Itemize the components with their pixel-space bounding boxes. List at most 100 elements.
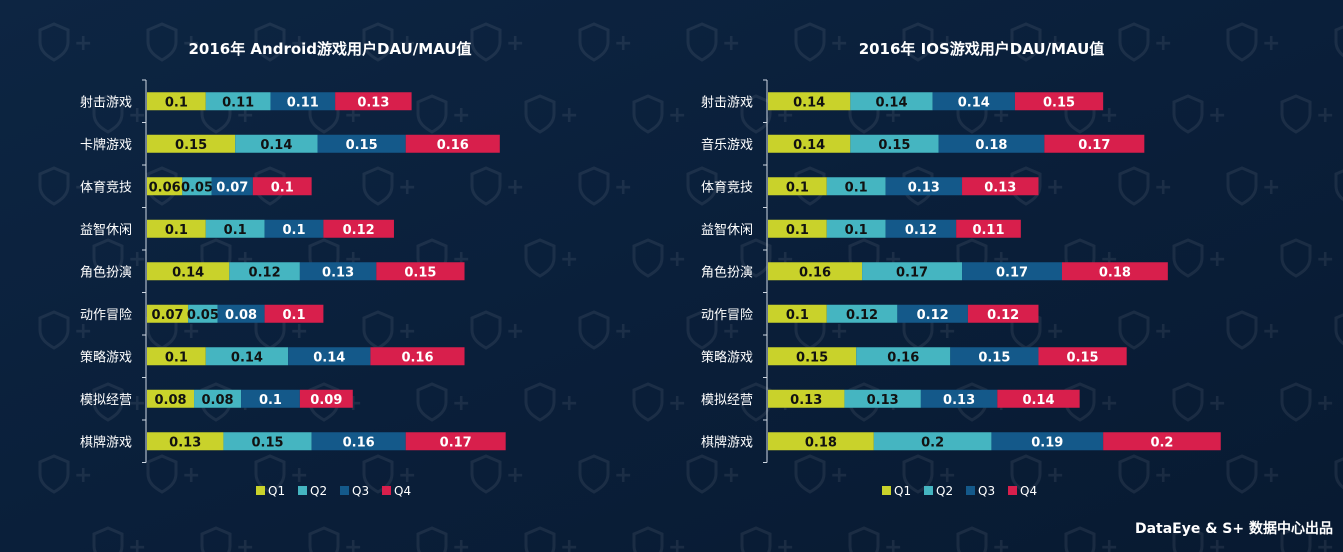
android-bar-q2 <box>182 177 212 196</box>
ios-data-label: 0.15 <box>978 350 1010 365</box>
android-chart-panel: 2016年 Android游戏用户DAU/MAU值 射击游戏 0.1 0.11 0.1… <box>0 0 660 552</box>
svg-text:+: + <box>1100 535 1118 552</box>
android-data-label: 0.1 <box>282 223 305 238</box>
svg-text:+: + <box>1046 463 1064 488</box>
svg-text:+: + <box>128 391 146 416</box>
svg-text:+: + <box>128 535 146 552</box>
ios-category-label: 体育竞技 <box>701 179 753 195</box>
android-bar-q3 <box>317 134 406 153</box>
svg-text:+: + <box>398 319 416 344</box>
ios-bar-q2 <box>826 177 886 196</box>
ios-data-label: 0.17 <box>996 265 1028 280</box>
ios-bar-q1 <box>768 304 827 323</box>
svg-text:+: + <box>506 463 524 488</box>
android-bar-q2 <box>223 432 312 451</box>
ios-data-label: 0.18 <box>1099 265 1131 280</box>
android-bar-q1 <box>147 219 206 238</box>
ios-bar-q3 <box>885 219 957 238</box>
android-data-label: 0.14 <box>231 350 263 365</box>
android-bar-q4 <box>323 219 394 238</box>
android-bar-q1 <box>147 389 195 408</box>
ios-bar-q3 <box>932 92 1015 111</box>
ios-bar-q4 <box>997 389 1080 408</box>
ios-data-label: 0.13 <box>908 180 940 195</box>
svg-text:+: + <box>560 247 578 272</box>
ios-category-label: 策略游戏 <box>701 349 753 365</box>
ios-legend-swatch-q1 <box>882 486 891 495</box>
svg-text:+: + <box>1262 463 1280 488</box>
ios-data-label: 0.14 <box>875 95 907 110</box>
svg-text:+: + <box>668 247 686 272</box>
android-bar-q1 <box>147 304 189 323</box>
android-legend-label-q2: Q2 <box>310 484 327 498</box>
ios-bar-q4 <box>956 219 1021 238</box>
svg-text:+: + <box>884 535 902 552</box>
android-category-label: 射击游戏 <box>80 94 132 110</box>
android-legend-swatch-q3 <box>340 486 349 495</box>
ios-bar-q3 <box>962 262 1062 281</box>
ios-legend-swatch-q2 <box>924 486 933 495</box>
svg-text:+: + <box>452 391 470 416</box>
android-category-label: 棋牌游戏 <box>80 434 132 450</box>
android-bar-q4 <box>252 177 312 196</box>
android-bar-q4 <box>376 262 465 281</box>
android-bar-q1 <box>147 262 230 281</box>
ios-legend-label-q3: Q3 <box>978 484 995 498</box>
android-bar-q4 <box>299 389 353 408</box>
android-legend-swatch-q1 <box>256 486 265 495</box>
android-data-label: 0.13 <box>322 265 354 280</box>
svg-text:+: + <box>506 319 524 344</box>
android-data-label: 0.08 <box>154 393 186 408</box>
ios-legend-label-q4: Q4 <box>1020 484 1037 498</box>
android-data-label: 0.17 <box>440 435 472 450</box>
android-data-label: 0.14 <box>172 265 204 280</box>
ios-bar-q1 <box>768 432 874 451</box>
ios-category-label: 角色扮演 <box>701 264 753 280</box>
svg-text:+: + <box>74 463 92 488</box>
android-chart: 射击游戏 0.1 0.11 0.11 0.13 卡牌游戏 0.15 0.14 0.15 0.16 体… <box>80 79 506 498</box>
svg-text:+: + <box>1208 535 1226 552</box>
svg-text:+: + <box>1100 391 1118 416</box>
android-bar-q3 <box>217 304 265 323</box>
svg-text:+: + <box>1316 103 1334 128</box>
android-bar-q4 <box>335 92 412 111</box>
ios-bar-q2 <box>862 262 963 281</box>
android-data-label: 0.15 <box>346 138 378 153</box>
android-bar-q1 <box>147 134 236 153</box>
android-data-label: 0.08 <box>202 393 234 408</box>
ios-data-label: 0.14 <box>793 95 825 110</box>
android-data-label: 0.16 <box>343 435 375 450</box>
svg-text:+: + <box>236 535 254 552</box>
svg-text:+: + <box>1262 31 1280 56</box>
ios-chart-title: 2016年 IOS游戏用户DAU/MAU值 <box>858 40 1105 58</box>
ios-category-label: 射击游戏 <box>701 94 753 110</box>
android-category-label: 益智休闲 <box>80 223 132 238</box>
android-bar-q1 <box>147 177 183 196</box>
android-data-label: 0.07 <box>216 180 248 195</box>
svg-text:+: + <box>128 103 146 128</box>
android-bar-q2 <box>194 389 242 408</box>
ios-data-label: 0.1 <box>845 223 868 238</box>
ios-bar-q3 <box>885 177 963 196</box>
ios-legend-label-q1: Q1 <box>894 484 911 498</box>
android-data-label: 0.1 <box>271 180 294 195</box>
android-data-label: 0.14 <box>313 350 345 365</box>
svg-text:+: + <box>560 535 578 552</box>
ios-bar-q4 <box>962 177 1039 196</box>
svg-text:+: + <box>452 535 470 552</box>
android-bar-q3 <box>288 347 371 366</box>
svg-text:+: + <box>74 319 92 344</box>
ios-legend-swatch-q3 <box>966 486 975 495</box>
android-category-label: 模拟经营 <box>80 393 132 408</box>
svg-text:+: + <box>1208 103 1226 128</box>
svg-text:+: + <box>560 391 578 416</box>
svg-text:+: + <box>992 535 1010 552</box>
android-category-label: 动作冒险 <box>80 308 132 323</box>
ios-data-label: 0.13 <box>867 393 899 408</box>
android-data-label: 0.16 <box>401 350 433 365</box>
ios-bar-q4 <box>1014 92 1104 111</box>
svg-text:+: + <box>344 535 362 552</box>
android-data-label: 0.13 <box>169 435 201 450</box>
ios-category-label: 音乐游戏 <box>701 137 753 153</box>
ios-bar-q1 <box>768 347 857 366</box>
